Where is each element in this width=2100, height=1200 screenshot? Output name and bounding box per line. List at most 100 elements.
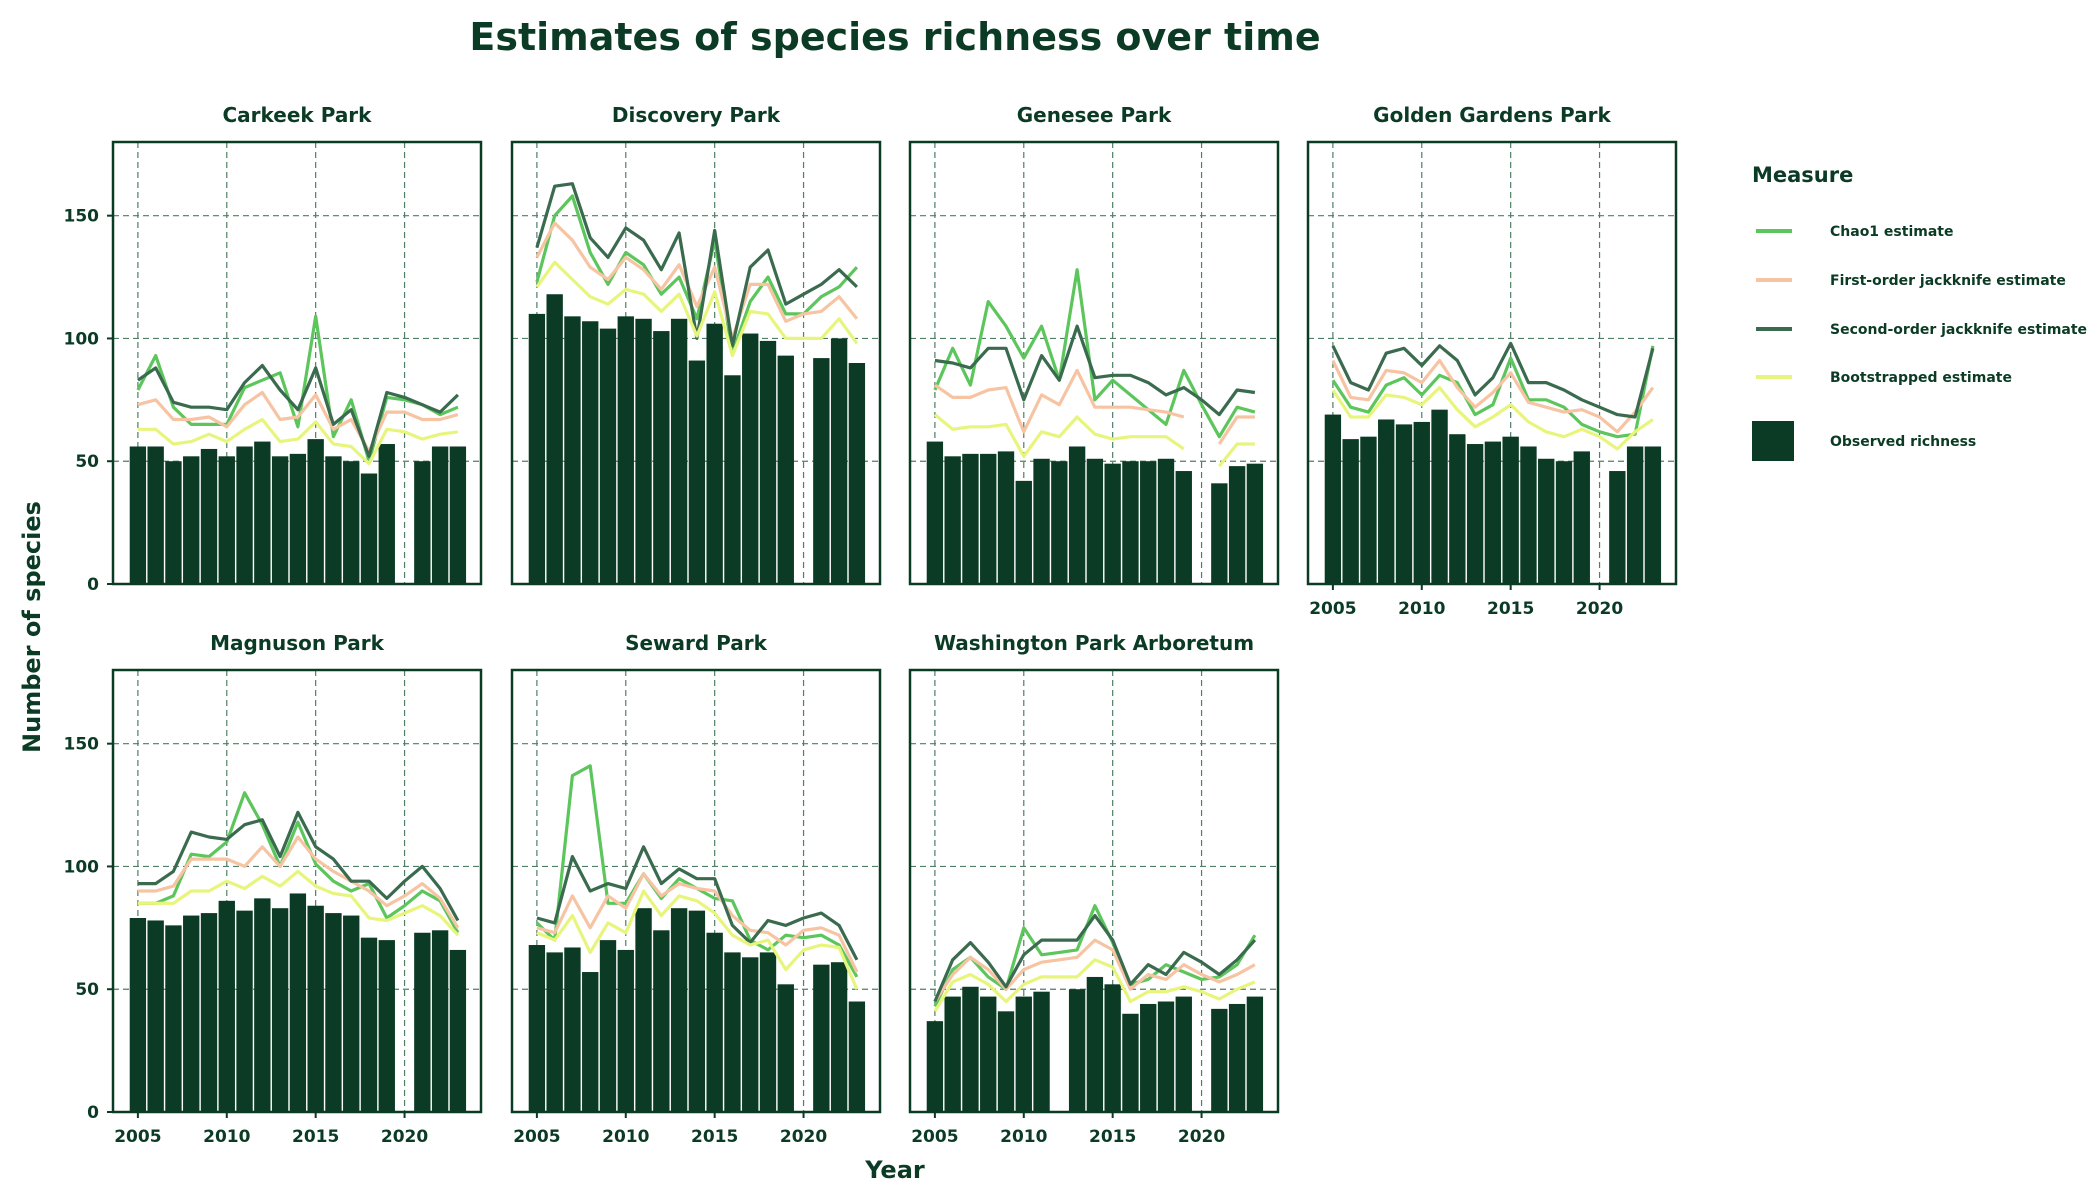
- bar-observed-richness: [759, 952, 777, 1112]
- bar-observed-richness: [1246, 463, 1264, 584]
- bar-observed-richness: [165, 925, 182, 1112]
- y-tick-label: 50: [75, 452, 99, 472]
- bar-observed-richness: [997, 451, 1015, 584]
- bar-observed-richness: [528, 945, 546, 1112]
- panel-title: Seward Park: [625, 631, 768, 655]
- bar-observed-richness: [147, 446, 164, 584]
- line-jack1: [1331, 358, 1655, 434]
- bar-observed-richness: [635, 318, 652, 584]
- bar-observed-richness: [289, 893, 307, 1112]
- legend-title: Measure: [1752, 163, 1853, 187]
- bar-observed-richness: [218, 900, 235, 1112]
- bar-observed-richness: [830, 962, 848, 1112]
- bar-observed-richness: [307, 439, 324, 584]
- bar-observed-richness: [431, 930, 449, 1112]
- line-jack1: [933, 938, 1256, 1003]
- x-tick-label: 2015: [1089, 1127, 1136, 1147]
- bar-observed-richness: [962, 986, 979, 1112]
- bar-observed-richness: [546, 294, 563, 584]
- bar-observed-richness: [1086, 976, 1104, 1112]
- bar-observed-richness: [706, 932, 723, 1112]
- y-tick-label: 0: [87, 1103, 99, 1123]
- bar-observed-richness: [414, 932, 431, 1112]
- bar-observed-richness: [1520, 446, 1537, 584]
- bar-observed-richness: [1228, 1003, 1246, 1112]
- bar-observed-richness: [1324, 414, 1342, 584]
- x-tick-label: 2010: [1000, 1127, 1047, 1147]
- bar-observed-richness: [528, 313, 546, 584]
- y-tick-label: 50: [75, 980, 99, 1000]
- bar-observed-richness: [165, 461, 182, 584]
- bar-observed-richness: [635, 908, 652, 1112]
- line-jack2: [934, 324, 1256, 417]
- bar-observed-richness: [431, 446, 449, 584]
- bar-observed-richness: [254, 898, 271, 1112]
- bar-observed-richness: [378, 444, 395, 584]
- bar-observed-richness: [944, 456, 961, 584]
- bar-observed-richness: [1378, 419, 1395, 584]
- bar-observed-richness: [599, 940, 617, 1112]
- bar-observed-richness: [830, 338, 848, 584]
- line-jack2: [933, 914, 1257, 1003]
- bar-observed-richness: [1466, 444, 1484, 584]
- legend-entry-label: First-order jackknife estimate: [1830, 273, 2066, 289]
- line-jack2: [136, 363, 460, 458]
- panel-title: Carkeek Park: [223, 103, 373, 127]
- bar-observed-richness: [813, 964, 830, 1112]
- panel-frame: [510, 140, 882, 586]
- bar-observed-richness: [449, 949, 467, 1112]
- bar-observed-richness: [1157, 458, 1175, 584]
- x-tick-label: 2015: [1487, 599, 1534, 619]
- line-boot: [933, 413, 1255, 468]
- bar-observed-richness: [1015, 996, 1032, 1112]
- bar-observed-richness: [848, 363, 866, 584]
- bar-observed-richness: [1484, 441, 1502, 584]
- bar-observed-richness: [944, 996, 961, 1112]
- bar-observed-richness: [1175, 996, 1192, 1112]
- y-tick-label: 0: [87, 575, 99, 595]
- line-jack1: [137, 390, 459, 453]
- bar-observed-richness: [343, 461, 360, 584]
- bar-observed-richness: [183, 915, 200, 1112]
- line-jack2: [536, 845, 859, 961]
- bar-observed-richness: [1033, 458, 1050, 584]
- bar-observed-richness: [271, 908, 289, 1112]
- facet-panel: Magnuson Park 0 50 100 150 2005 2010 2015 2020: [64, 631, 483, 1147]
- bar-observed-richness: [1573, 451, 1590, 584]
- bar-observed-richness: [962, 453, 979, 584]
- panels: Carkeek Park 0 50 100 150 Discovery Park Genes…: [64, 103, 1678, 1147]
- x-tick-label: 2005: [114, 1127, 161, 1147]
- bar-observed-richness: [777, 355, 794, 584]
- bar-observed-richness: [724, 952, 741, 1112]
- x-tick-label: 2005: [513, 1127, 560, 1147]
- bar-observed-richness: [1175, 471, 1192, 584]
- panel-frame: [510, 668, 882, 1114]
- bar-observed-richness: [1015, 480, 1032, 584]
- bar-observed-richness: [1228, 466, 1246, 584]
- bar-observed-richness: [1122, 461, 1139, 584]
- facet-panel: Carkeek Park 0 50 100 150: [64, 103, 483, 595]
- bar-observed-richness: [1157, 1001, 1175, 1112]
- line-jack1: [933, 368, 1255, 445]
- line-jack1: [535, 221, 859, 340]
- bar-observed-richness: [1140, 1003, 1157, 1112]
- bar-observed-richness: [1449, 434, 1466, 584]
- bar-observed-richness: [360, 473, 378, 584]
- line-chao1: [137, 791, 460, 934]
- bar-observed-richness: [980, 453, 997, 584]
- legend: Measure Chao1 estimate First-order jackkni…: [1752, 163, 2087, 461]
- facet-panel: Seward Park 2005 2010 2015 2020: [510, 631, 882, 1147]
- bar-observed-richness: [200, 448, 218, 584]
- bar-observed-richness: [777, 984, 794, 1112]
- bar-observed-richness: [1104, 984, 1121, 1112]
- bar-observed-richness: [926, 1021, 944, 1112]
- line-chao1: [933, 268, 1256, 439]
- bar-observed-richness: [1538, 458, 1555, 584]
- panel-title: Genesee Park: [1017, 103, 1172, 127]
- bar-observed-richness: [254, 441, 271, 584]
- facet-panel: Genesee Park: [908, 103, 1280, 586]
- bar-observed-richness: [1644, 446, 1662, 584]
- bar-observed-richness: [1395, 424, 1413, 584]
- line-jack1: [536, 872, 859, 973]
